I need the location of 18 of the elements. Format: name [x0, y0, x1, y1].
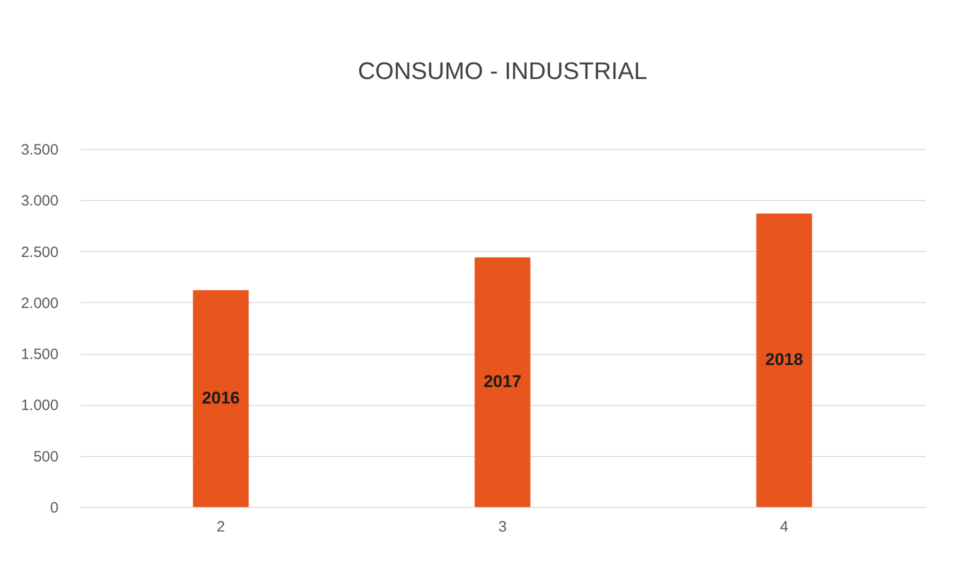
x-tick-label: 2	[216, 518, 226, 536]
x-tick-label: 4	[780, 518, 788, 536]
y-tick-label: 2.000	[20, 294, 58, 312]
annotation: 2018	[765, 350, 804, 370]
chart-title: CONSUMO - INDUSTRIAL	[358, 58, 648, 85]
y-tick-label: 3.000	[20, 192, 58, 210]
bar	[192, 290, 249, 507]
annotation: 2017	[484, 372, 522, 392]
y-tick-label: 2.500	[20, 244, 58, 261]
y-tick-label: 3.500	[20, 142, 58, 158]
bar	[756, 213, 812, 507]
annotation: 2016	[202, 388, 240, 408]
bar	[474, 257, 530, 507]
y-tick-label: 0	[50, 500, 58, 516]
y-tick-label: 1.000	[20, 397, 58, 414]
y-tick-label: 1.500	[20, 346, 58, 364]
x-tick-label: 3	[498, 518, 507, 536]
y-tick-label: 500	[33, 448, 58, 466]
